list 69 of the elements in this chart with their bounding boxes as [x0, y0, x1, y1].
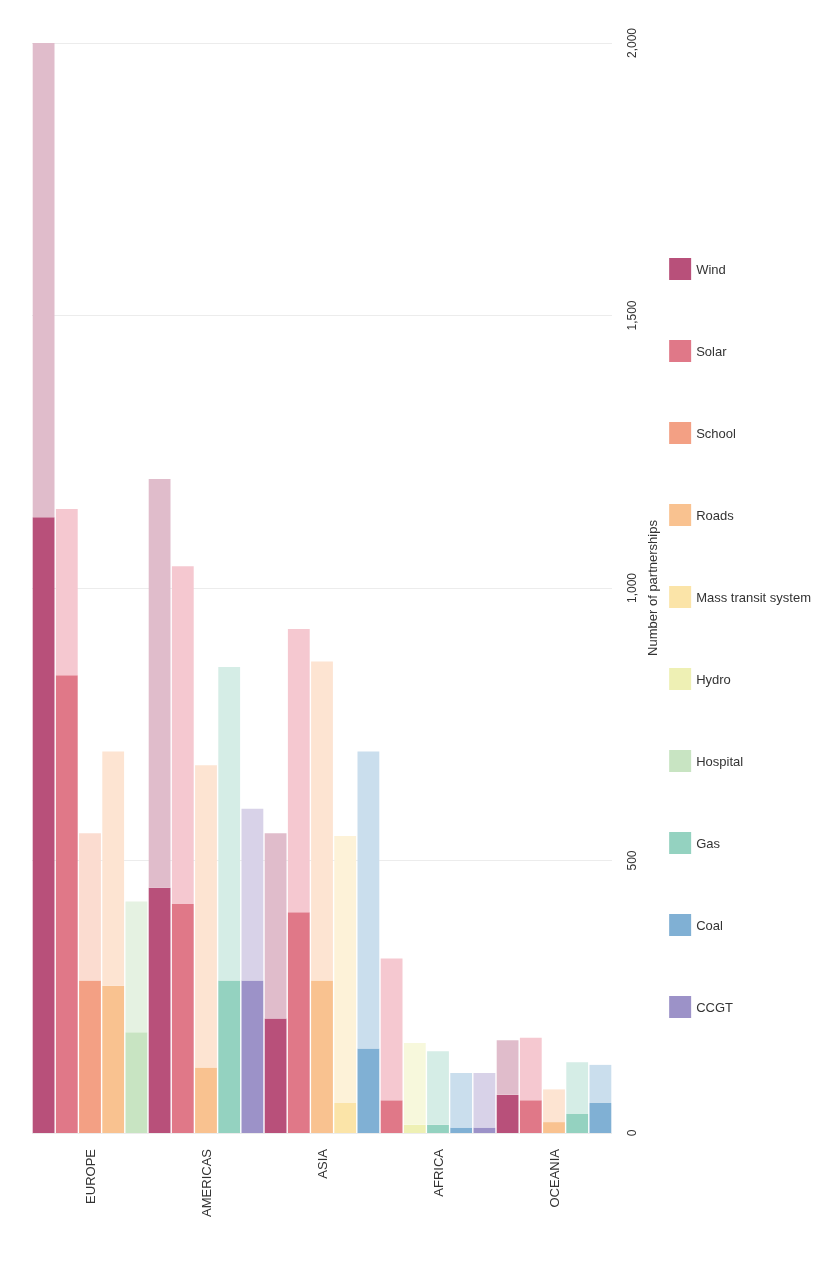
x-tick-label: EUROPE: [82, 1148, 98, 1204]
bar: [264, 833, 287, 1019]
bar: [427, 1124, 449, 1133]
bar: [148, 887, 171, 1133]
bar: [427, 1051, 449, 1125]
bar: [287, 912, 310, 1133]
bar: [380, 958, 403, 1101]
bar: [218, 980, 241, 1133]
bar: [287, 628, 310, 913]
bar: [543, 1089, 565, 1123]
bar: [473, 1127, 496, 1133]
legend-label: Hydro: [696, 671, 731, 687]
bar: [171, 566, 194, 905]
bar: [32, 517, 55, 1133]
bar: [218, 667, 241, 981]
bar: [79, 980, 101, 1133]
bar: [403, 1124, 426, 1133]
bar: [519, 1037, 542, 1101]
x-tick-label: ASIA: [314, 1148, 330, 1179]
legend-label: Mass transit system: [696, 589, 811, 605]
bar: [566, 1113, 589, 1133]
bar: [311, 661, 333, 981]
bar: [450, 1073, 473, 1128]
bar: [589, 1103, 612, 1133]
bar: [334, 835, 357, 1104]
bar: [357, 751, 380, 1049]
bar: [171, 904, 194, 1133]
bar: [543, 1122, 565, 1133]
legend-label: Wind: [696, 261, 726, 277]
bar: [380, 1100, 403, 1133]
legend-label: Coal: [696, 917, 723, 933]
legend-label: Solar: [696, 343, 728, 359]
bar: [55, 675, 78, 1133]
bar: [195, 765, 217, 1068]
bar: [264, 1018, 287, 1133]
bar: [32, 43, 55, 518]
bar: [311, 980, 333, 1133]
bar: [195, 1067, 217, 1133]
bar: [566, 1062, 589, 1114]
bar: [589, 1064, 612, 1104]
bar: [241, 808, 264, 981]
bar: [473, 1073, 496, 1128]
y-tick-label: 2,000: [625, 27, 639, 59]
legend-label: Hospital: [696, 753, 744, 769]
y-tick-label: 0: [625, 1129, 639, 1137]
legend-label: Gas: [696, 835, 721, 851]
legend-label: CCGT: [696, 999, 734, 1015]
bar: [125, 1032, 148, 1133]
y-tick-label: 500: [625, 850, 639, 871]
y-tick-label: 1,000: [625, 572, 639, 604]
bar: [241, 980, 264, 1133]
bar: [519, 1100, 542, 1133]
bar: [55, 508, 78, 676]
y-axis-title: Number of partnerships: [645, 519, 660, 656]
bar: [403, 1043, 426, 1125]
bar: [450, 1127, 473, 1133]
bar: [496, 1040, 519, 1095]
x-tick-label: AMERICAS: [198, 1148, 214, 1217]
bar: [125, 901, 148, 1033]
legend-label: Roads: [696, 507, 735, 523]
bar: [496, 1094, 519, 1133]
y-tick-label: 1,500: [625, 300, 639, 331]
x-tick-label: OCEANIA: [546, 1148, 562, 1208]
x-tick-label: AFRICA: [430, 1148, 446, 1197]
bar: [334, 1103, 357, 1133]
bar: [148, 479, 171, 888]
legend-label: School: [696, 425, 737, 441]
bar: [102, 985, 125, 1133]
bar: [357, 1048, 380, 1133]
